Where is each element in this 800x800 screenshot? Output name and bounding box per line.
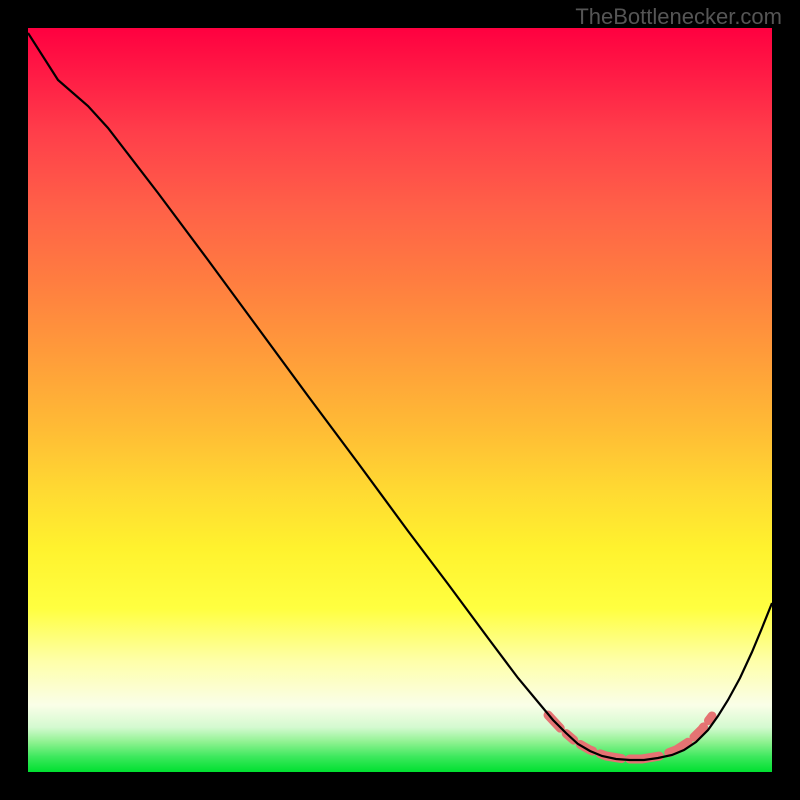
watermark-text: TheBottlenecker.com [575, 4, 782, 30]
bottleneck-curve [28, 33, 772, 760]
chart-svg [28, 28, 772, 772]
marker-band [548, 715, 712, 759]
plot-area [28, 28, 772, 772]
